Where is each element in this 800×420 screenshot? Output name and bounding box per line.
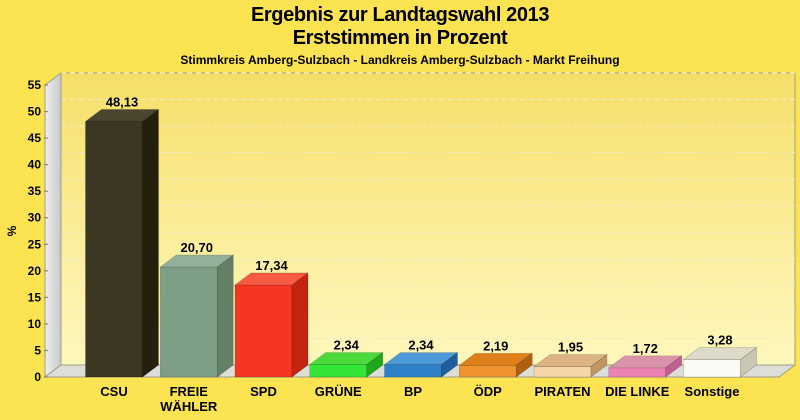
bar-side-face [366,351,384,378]
x-axis-label: GRÜNE [315,384,362,399]
x-axis-label: Sonstige [685,384,740,399]
bar-front-face [159,266,218,378]
bar-front-face [234,284,293,378]
chart-title-line1: Ergebnis zur Landtagswahl 2013 [250,4,550,26]
bar-piraten: 1,95 PIRATEN [533,340,608,399]
bar-value-label: 2,34 [334,338,360,353]
bar-front-face [683,359,741,378]
bar-gr-ne: 2,34 GRÜNE [308,338,384,399]
bar-value-label: 2,19 [483,338,508,353]
bar-value-label: 2,34 [408,338,434,353]
x-axis-label: ÖDP [474,384,503,399]
y-tick-label: 35 [28,184,42,198]
y-tick-label: 50 [28,105,42,119]
bar-value-label: 1,95 [558,340,583,355]
x-axis-label: SPD [250,384,277,399]
bar-side-face [291,272,309,378]
bar-csu: 48,13 CSU [84,94,160,399]
bar-spd: 17,34 SPD [234,258,309,399]
y-tick-label: 20 [28,264,42,278]
bar-side-face [740,346,757,378]
chart-title-line2: Erststimmen in Prozent [292,27,508,49]
y-tick-label: 25 [28,237,42,251]
bar-sonstige: 3,28 Sonstige [682,333,758,399]
x-axis-label: PIRATEN [534,384,590,399]
bar-front-face [85,121,143,378]
bar-side-face [590,354,608,378]
bar-side-face [142,108,159,378]
y-tick-label: 55 [28,78,42,92]
bar-value-label: 1,72 [633,341,658,356]
bar-side-face [515,352,533,378]
bar-side-face [441,351,458,378]
x-axis-label: FREIE [170,384,209,399]
y-axis-title: % [5,225,19,236]
bar--dp: 2,19 ÖDP [458,338,534,399]
left-wall [44,72,62,378]
x-axis-label: WÄHLER [160,399,218,414]
y-tick-label: 15 [28,290,42,304]
bar-side-face [665,355,683,378]
bar-side-face [216,254,234,378]
bar-value-label: 17,34 [255,258,288,273]
bar-value-label: 3,28 [707,333,732,348]
y-tick-label: 30 [28,211,42,225]
y-tick-label: 0 [34,370,41,384]
bar-die-linke: 1,72 DIE LINKE [605,341,683,399]
bar-value-label: 20,70 [180,240,213,255]
bar-front-face [384,364,442,378]
bar-front-face [458,365,517,378]
x-axis-label: CSU [100,384,127,399]
y-tick-label: 40 [28,158,42,172]
bar-front-face [309,364,368,378]
bar-bp: 2,34 BP [383,338,459,399]
x-axis-label: BP [404,384,422,399]
bar-front-face [533,366,592,378]
y-tick-label: 10 [28,317,42,331]
y-tick-label: 45 [28,131,42,145]
x-axis-label: DIE LINKE [605,384,670,399]
bar-front-face [608,367,667,378]
chart-subtitle: Stimmkreis Amberg-Sulzbach - Landkreis A… [180,53,620,67]
y-tick-label: 5 [34,343,41,357]
bar-value-label: 48,13 [106,94,139,109]
